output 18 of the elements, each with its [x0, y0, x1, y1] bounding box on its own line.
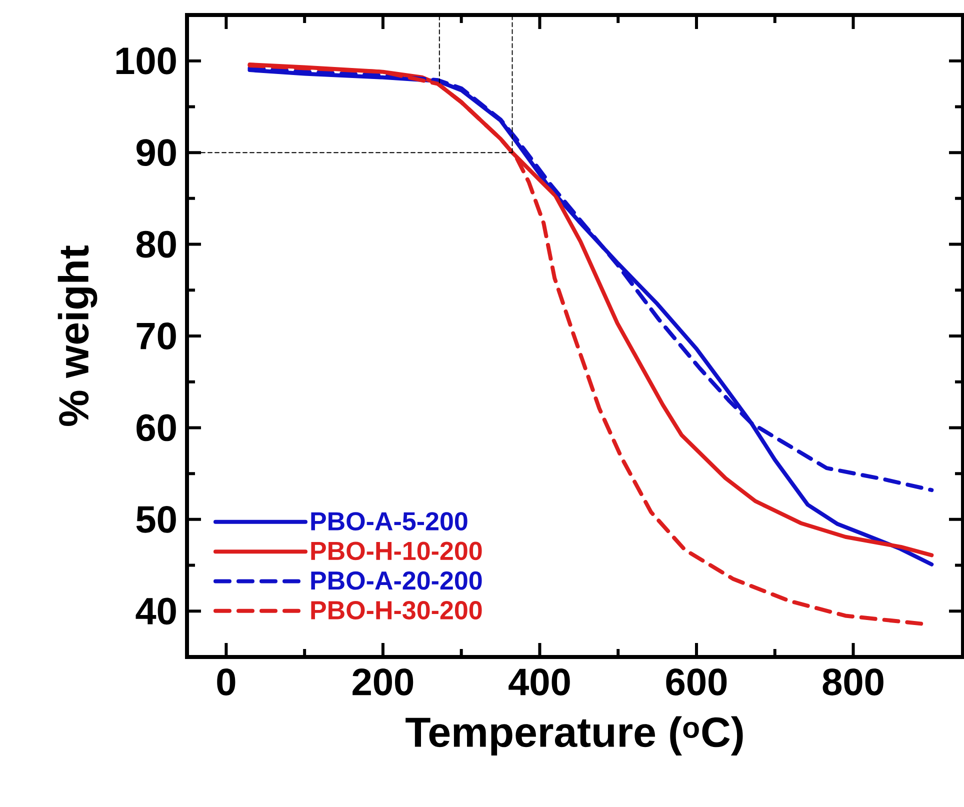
y-axis-title: % weight: [58, 246, 98, 426]
y-tick-label: 60: [136, 414, 176, 442]
legend-label: PBO-A-5-200: [311, 512, 468, 530]
y-tick-label: 40: [136, 598, 176, 625]
y-tick-label: 70: [136, 322, 176, 350]
legend-label: PBO-H-30-200: [311, 601, 482, 620]
x-axis-title: Temperature ($^{o}$C): [406, 716, 743, 756]
x-tick-label: 600: [666, 668, 727, 696]
legend-label: PBO-A-20-200: [311, 571, 482, 590]
x-tick-label: 800: [822, 668, 884, 696]
legend-label: PBO-H-10-200: [311, 542, 482, 560]
y-tick-label: 90: [136, 139, 176, 166]
y-tick-label: 100: [116, 47, 176, 74]
x-tick-label: 200: [352, 668, 414, 696]
y-tick-label: 80: [136, 230, 176, 258]
y-tick-label: 50: [136, 506, 176, 533]
x-tick-label: 0: [217, 668, 236, 696]
x-tick-label: 400: [508, 668, 570, 696]
